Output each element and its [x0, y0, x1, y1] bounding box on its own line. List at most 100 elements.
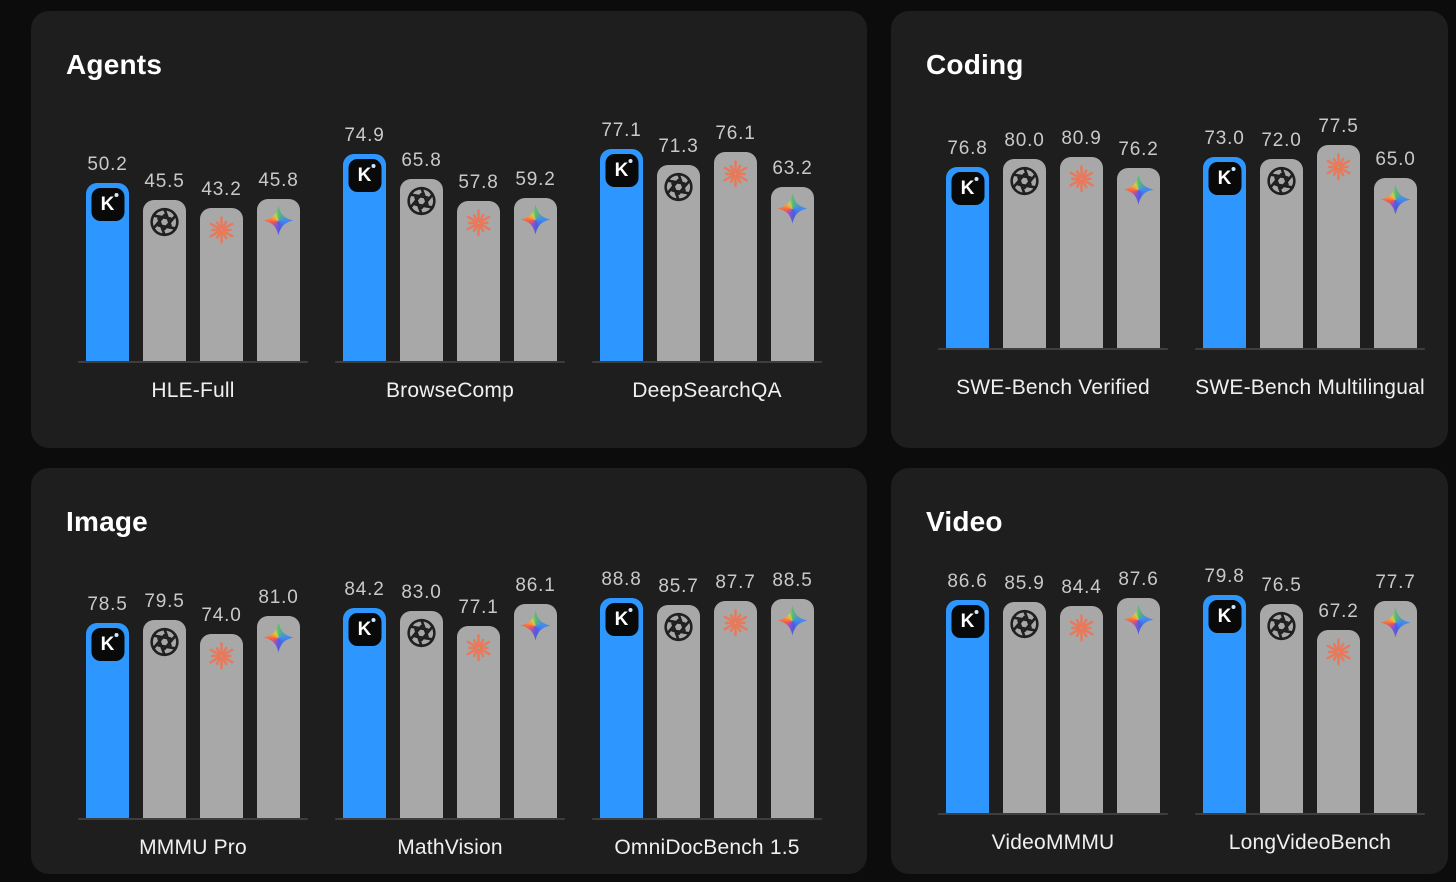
kimi-bar: 50.2 K [86, 154, 129, 361]
panel-video: Video 86.6 K 85.9 84.4 [891, 468, 1448, 874]
bar-value-label: 77.7 [1375, 572, 1416, 593]
kimi-k-letter: K [1217, 606, 1232, 627]
benchmark-label: LongVideoBench [1228, 831, 1392, 854]
kimi-k-letter: K [614, 160, 629, 181]
bar-value-label: 71.3 [658, 136, 699, 157]
bar-value-label: 87.7 [715, 572, 756, 593]
bar-icon-holder: K [91, 628, 124, 661]
gemini-bar: 77.7 [1374, 572, 1417, 813]
bar-icon-holder [1379, 183, 1412, 216]
kimi-k-icon: K [951, 605, 984, 638]
bar-value-label: 79.5 [144, 591, 185, 612]
claude-bar: 67.2 [1317, 601, 1360, 813]
plot-area: 79.8 K 76.5 67.2 [1195, 558, 1425, 815]
panel-image: Image 78.5 K 79.5 74.0 [31, 468, 867, 874]
bar-value-label: 59.2 [515, 169, 556, 190]
kimi-dot [371, 164, 375, 168]
bar-icon-holder [405, 184, 438, 217]
claude-starburst-icon [1326, 637, 1351, 665]
bar-icon-holder [776, 192, 809, 225]
kimi-dot [628, 159, 632, 163]
openai-logo-icon [1010, 609, 1039, 638]
kimi-k-letter: K [100, 634, 115, 655]
kimi-k-icon: K [91, 628, 124, 661]
gemini-star-icon [520, 204, 552, 236]
bar-value-label: 84.4 [1061, 577, 1102, 598]
kimi-bar: 76.8 K [946, 138, 989, 348]
openai-bar: 65.8 [400, 150, 443, 361]
x-axis-line [335, 361, 565, 363]
x-axis-line [592, 818, 822, 820]
benchmark-label: MMMU Pro [139, 836, 247, 859]
bar-icon-holder [148, 625, 181, 658]
chart-mathvision: 84.2 K 83.0 77.1 [335, 563, 565, 860]
bar-value-label: 73.0 [1204, 128, 1245, 149]
kimi-bar: 84.2 K [343, 579, 386, 818]
bars-group: 73.0 K 72.0 77.5 [1195, 93, 1425, 348]
benchmark-label: DeepSearchQA [632, 379, 782, 402]
bar-value-label: 87.6 [1118, 569, 1159, 590]
bar-value-label: 88.5 [772, 570, 813, 591]
chart-longvideobench: 79.8 K 76.5 67.2 [1195, 558, 1425, 855]
gemini-bar: 76.2 [1117, 139, 1160, 348]
bars-group: 50.2 K 45.5 43.2 [78, 106, 308, 361]
x-axis-line [938, 813, 1168, 815]
kimi-k-letter: K [960, 611, 975, 632]
benchmark-label: VideoMMMU [991, 831, 1115, 854]
bar-value-label: 43.2 [201, 179, 242, 200]
bars-group: 78.5 K 79.5 74.0 [78, 563, 308, 818]
kimi-dot [114, 193, 118, 197]
bar-value-label: 57.8 [458, 172, 499, 193]
kimi-bar: 73.0 K [1203, 128, 1246, 348]
claude-bar: 84.4 [1060, 577, 1103, 813]
bar-icon-holder: K [951, 605, 984, 638]
gemini-star-icon [1380, 607, 1412, 639]
bar-icon-holder [1265, 609, 1298, 642]
plot-area: 88.8 K 85.7 87.7 [592, 563, 822, 820]
openai-bar: 83.0 [400, 582, 443, 818]
bar-value-label: 65.8 [401, 150, 442, 171]
bar-icon-holder [519, 609, 552, 642]
bar-value-label: 79.8 [1204, 566, 1245, 587]
x-axis-line [335, 818, 565, 820]
claude-bar: 43.2 [200, 179, 243, 361]
bar-value-label: 76.5 [1261, 575, 1302, 596]
gemini-bar: 45.8 [257, 170, 300, 361]
bars-group: 74.9 K 65.8 57.8 [335, 106, 565, 361]
kimi-bar: 86.6 K [946, 571, 989, 813]
claude-starburst-icon [466, 208, 491, 236]
kimi-dot [371, 618, 375, 622]
kimi-dot [114, 633, 118, 637]
bar-icon-holder [1065, 611, 1098, 644]
kimi-dot [1231, 167, 1235, 171]
bar-value-label: 65.0 [1375, 149, 1416, 170]
claude-bar: 80.9 [1060, 128, 1103, 348]
chart-browsecomp: 74.9 K 65.8 57.8 [335, 106, 565, 403]
gemini-star-icon [1380, 184, 1412, 216]
kimi-k-letter: K [357, 619, 372, 640]
bar-icon-holder [205, 213, 238, 246]
openai-bar: 80.0 [1003, 130, 1046, 348]
kimi-bar: 79.8 K [1203, 566, 1246, 813]
gemini-bar: 63.2 [771, 158, 814, 361]
bar-value-label: 67.2 [1318, 601, 1359, 622]
bar-icon-holder [1322, 635, 1355, 668]
claude-starburst-icon [723, 608, 748, 636]
bar-value-label: 77.1 [601, 120, 642, 141]
gemini-bar: 87.6 [1117, 569, 1160, 813]
bar-icon-holder [262, 621, 295, 654]
plot-area: 74.9 K 65.8 57.8 [335, 106, 565, 363]
claude-starburst-icon [1069, 164, 1094, 192]
claude-starburst-icon [466, 633, 491, 661]
chart-mmmu-pro: 78.5 K 79.5 74.0 [78, 563, 308, 860]
claude-bar: 57.8 [457, 172, 500, 361]
kimi-k-icon: K [951, 172, 984, 205]
kimi-k-letter: K [357, 165, 372, 186]
bar-icon-holder [205, 639, 238, 672]
kimi-k-icon: K [348, 159, 381, 192]
bar-icon-holder [719, 606, 752, 639]
claude-starburst-icon [209, 215, 234, 243]
bar-value-label: 77.5 [1318, 116, 1359, 137]
gemini-bar: 88.5 [771, 570, 814, 818]
openai-logo-icon [1267, 611, 1296, 640]
